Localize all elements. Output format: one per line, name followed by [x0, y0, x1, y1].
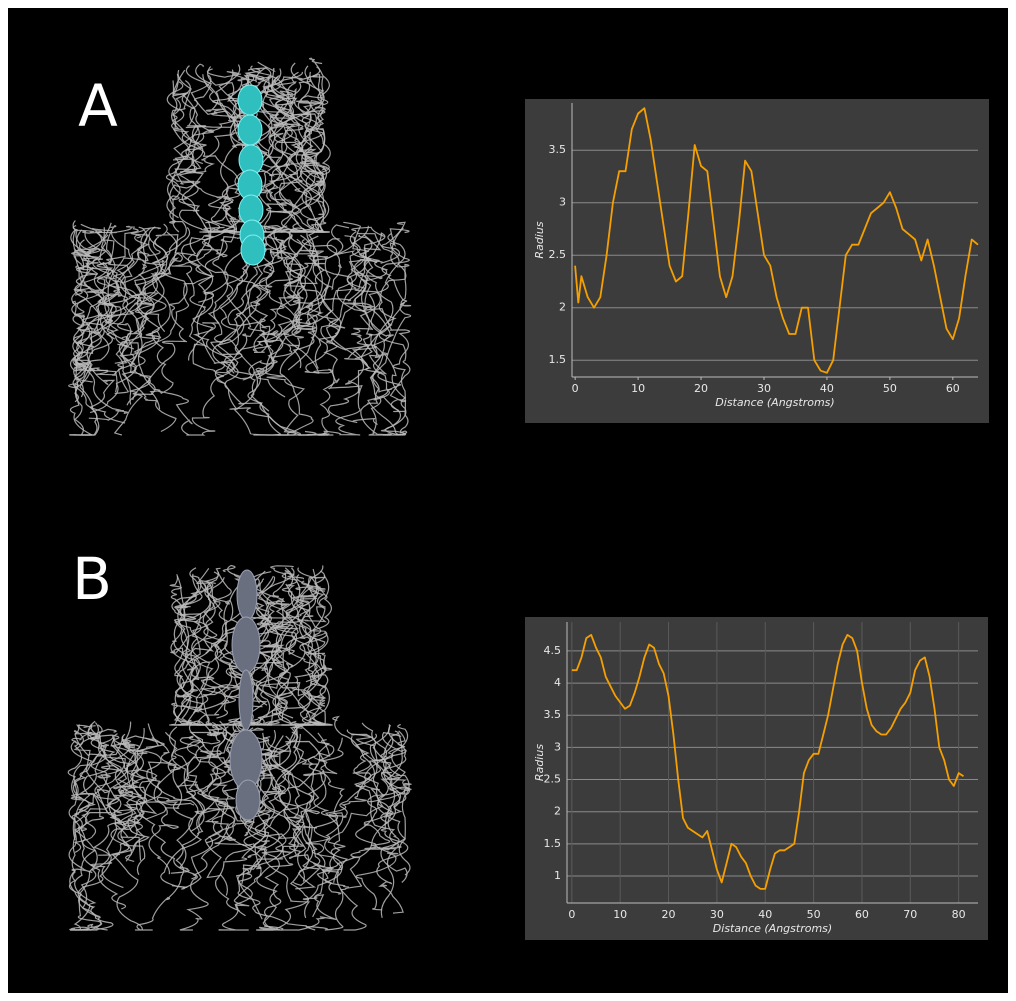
x-tick-label: 50 — [883, 382, 897, 395]
y-tick-label: 1.5 — [549, 353, 567, 366]
y-tick-label: 4 — [554, 676, 561, 689]
y-tick-label: 2.5 — [549, 248, 567, 261]
x-tick-label: 30 — [757, 382, 771, 395]
x-tick-label: 0 — [572, 382, 579, 395]
x-tick-label: 60 — [946, 382, 960, 395]
y-axis-label: Radius — [533, 744, 546, 781]
x-tick-label: 70 — [903, 908, 917, 921]
y-tick-label: 2.5 — [544, 773, 562, 786]
y-tick-label: 4.5 — [544, 644, 562, 657]
y-tick-label: 2 — [554, 805, 561, 818]
x-tick-label: 10 — [613, 908, 627, 921]
x-tick-label: 40 — [758, 908, 772, 921]
x-axis-label: Distance (Angstroms) — [715, 396, 834, 409]
chart: 1.5 2 2.5 3 3.5 0 10 20 30 40 50 60 Distance (Angstr… — [525, 99, 989, 423]
pore-surface — [232, 617, 260, 673]
y-tick-label: 3.5 — [549, 143, 567, 156]
panel-label: B — [72, 545, 112, 613]
pore-surface — [239, 670, 253, 730]
y-tick-label: 3.5 — [544, 708, 562, 721]
x-tick-label: 30 — [710, 908, 724, 921]
x-tick-label: 80 — [952, 908, 966, 921]
x-axis-label: Distance (Angstroms) — [713, 922, 832, 935]
pore-surface — [238, 115, 262, 145]
y-tick-label: 1.5 — [544, 837, 562, 850]
x-tick-label: 10 — [631, 382, 645, 395]
x-tick-label: 40 — [820, 382, 834, 395]
chart-panel — [525, 99, 989, 423]
figure: A B 1.522.533.50102030405060Distance (An… — [0, 0, 1016, 1001]
x-tick-label: 20 — [694, 382, 708, 395]
pore-surface — [241, 235, 265, 265]
y-tick-label: 3 — [554, 740, 561, 753]
y-tick-label: 3 — [559, 196, 566, 209]
y-tick-label: 2 — [559, 301, 566, 314]
pore-surface — [237, 570, 257, 620]
x-tick-label: 20 — [662, 908, 676, 921]
chart: 1 1.5 2 2.5 3 3.5 4 4.5 0 10 20 30 40 50 60 70 80 Distanc… — [525, 617, 988, 940]
x-tick-label: 0 — [568, 908, 575, 921]
panel-label: A — [78, 72, 118, 140]
x-tick-label: 50 — [807, 908, 821, 921]
chart-panel — [525, 617, 988, 940]
pore-surface — [236, 780, 260, 820]
pore-surface — [238, 85, 262, 115]
y-tick-label: 1 — [554, 869, 561, 882]
y-axis-label: Radius — [533, 221, 546, 258]
x-tick-label: 60 — [855, 908, 869, 921]
